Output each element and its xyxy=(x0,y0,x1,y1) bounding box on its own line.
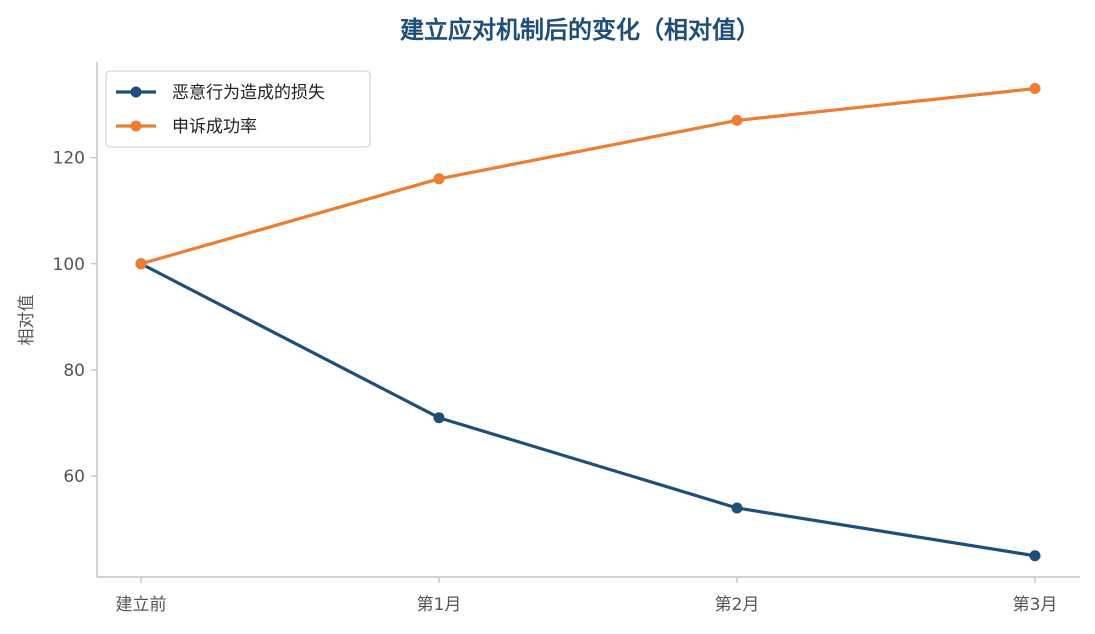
y-axis-label: 相对值 xyxy=(17,295,37,346)
legend-swatch-marker xyxy=(130,120,142,132)
data-point xyxy=(1029,550,1041,562)
chart-title: 建立应对机制后的变化（相对值） xyxy=(400,16,760,44)
series-line-2 xyxy=(139,86,1037,266)
legend-swatch-marker xyxy=(130,86,142,98)
legend-label: 申诉成功率 xyxy=(172,117,257,137)
data-point xyxy=(433,173,445,185)
legend-box xyxy=(105,70,371,148)
x-tick-label: 第2月 xyxy=(715,595,760,615)
y-tick-label: 80 xyxy=(63,361,85,381)
data-point xyxy=(1029,83,1041,95)
x-tick-label: 第3月 xyxy=(1013,595,1058,615)
y-tick-label: 100 xyxy=(53,255,85,275)
data-point xyxy=(433,412,445,424)
y-tick-label: 60 xyxy=(63,467,85,487)
data-point xyxy=(731,502,743,514)
series-group-1 xyxy=(135,258,1041,562)
data-point xyxy=(731,114,743,126)
x-axis-ticks: 建立前 第1月 第2月 第3月 xyxy=(116,577,1058,615)
y-axis-ticks: 60 80 100 120 xyxy=(53,149,97,487)
x-tick-label: 第1月 xyxy=(417,595,462,615)
plot-area xyxy=(135,83,1041,562)
y-tick-label: 120 xyxy=(53,149,85,169)
series-group-2 xyxy=(135,83,1041,270)
legend-label: 恶意行为造成的损失 xyxy=(172,83,325,103)
x-tick-label: 建立前 xyxy=(116,595,167,615)
data-point xyxy=(135,258,147,270)
series-line-1 xyxy=(139,262,1037,558)
